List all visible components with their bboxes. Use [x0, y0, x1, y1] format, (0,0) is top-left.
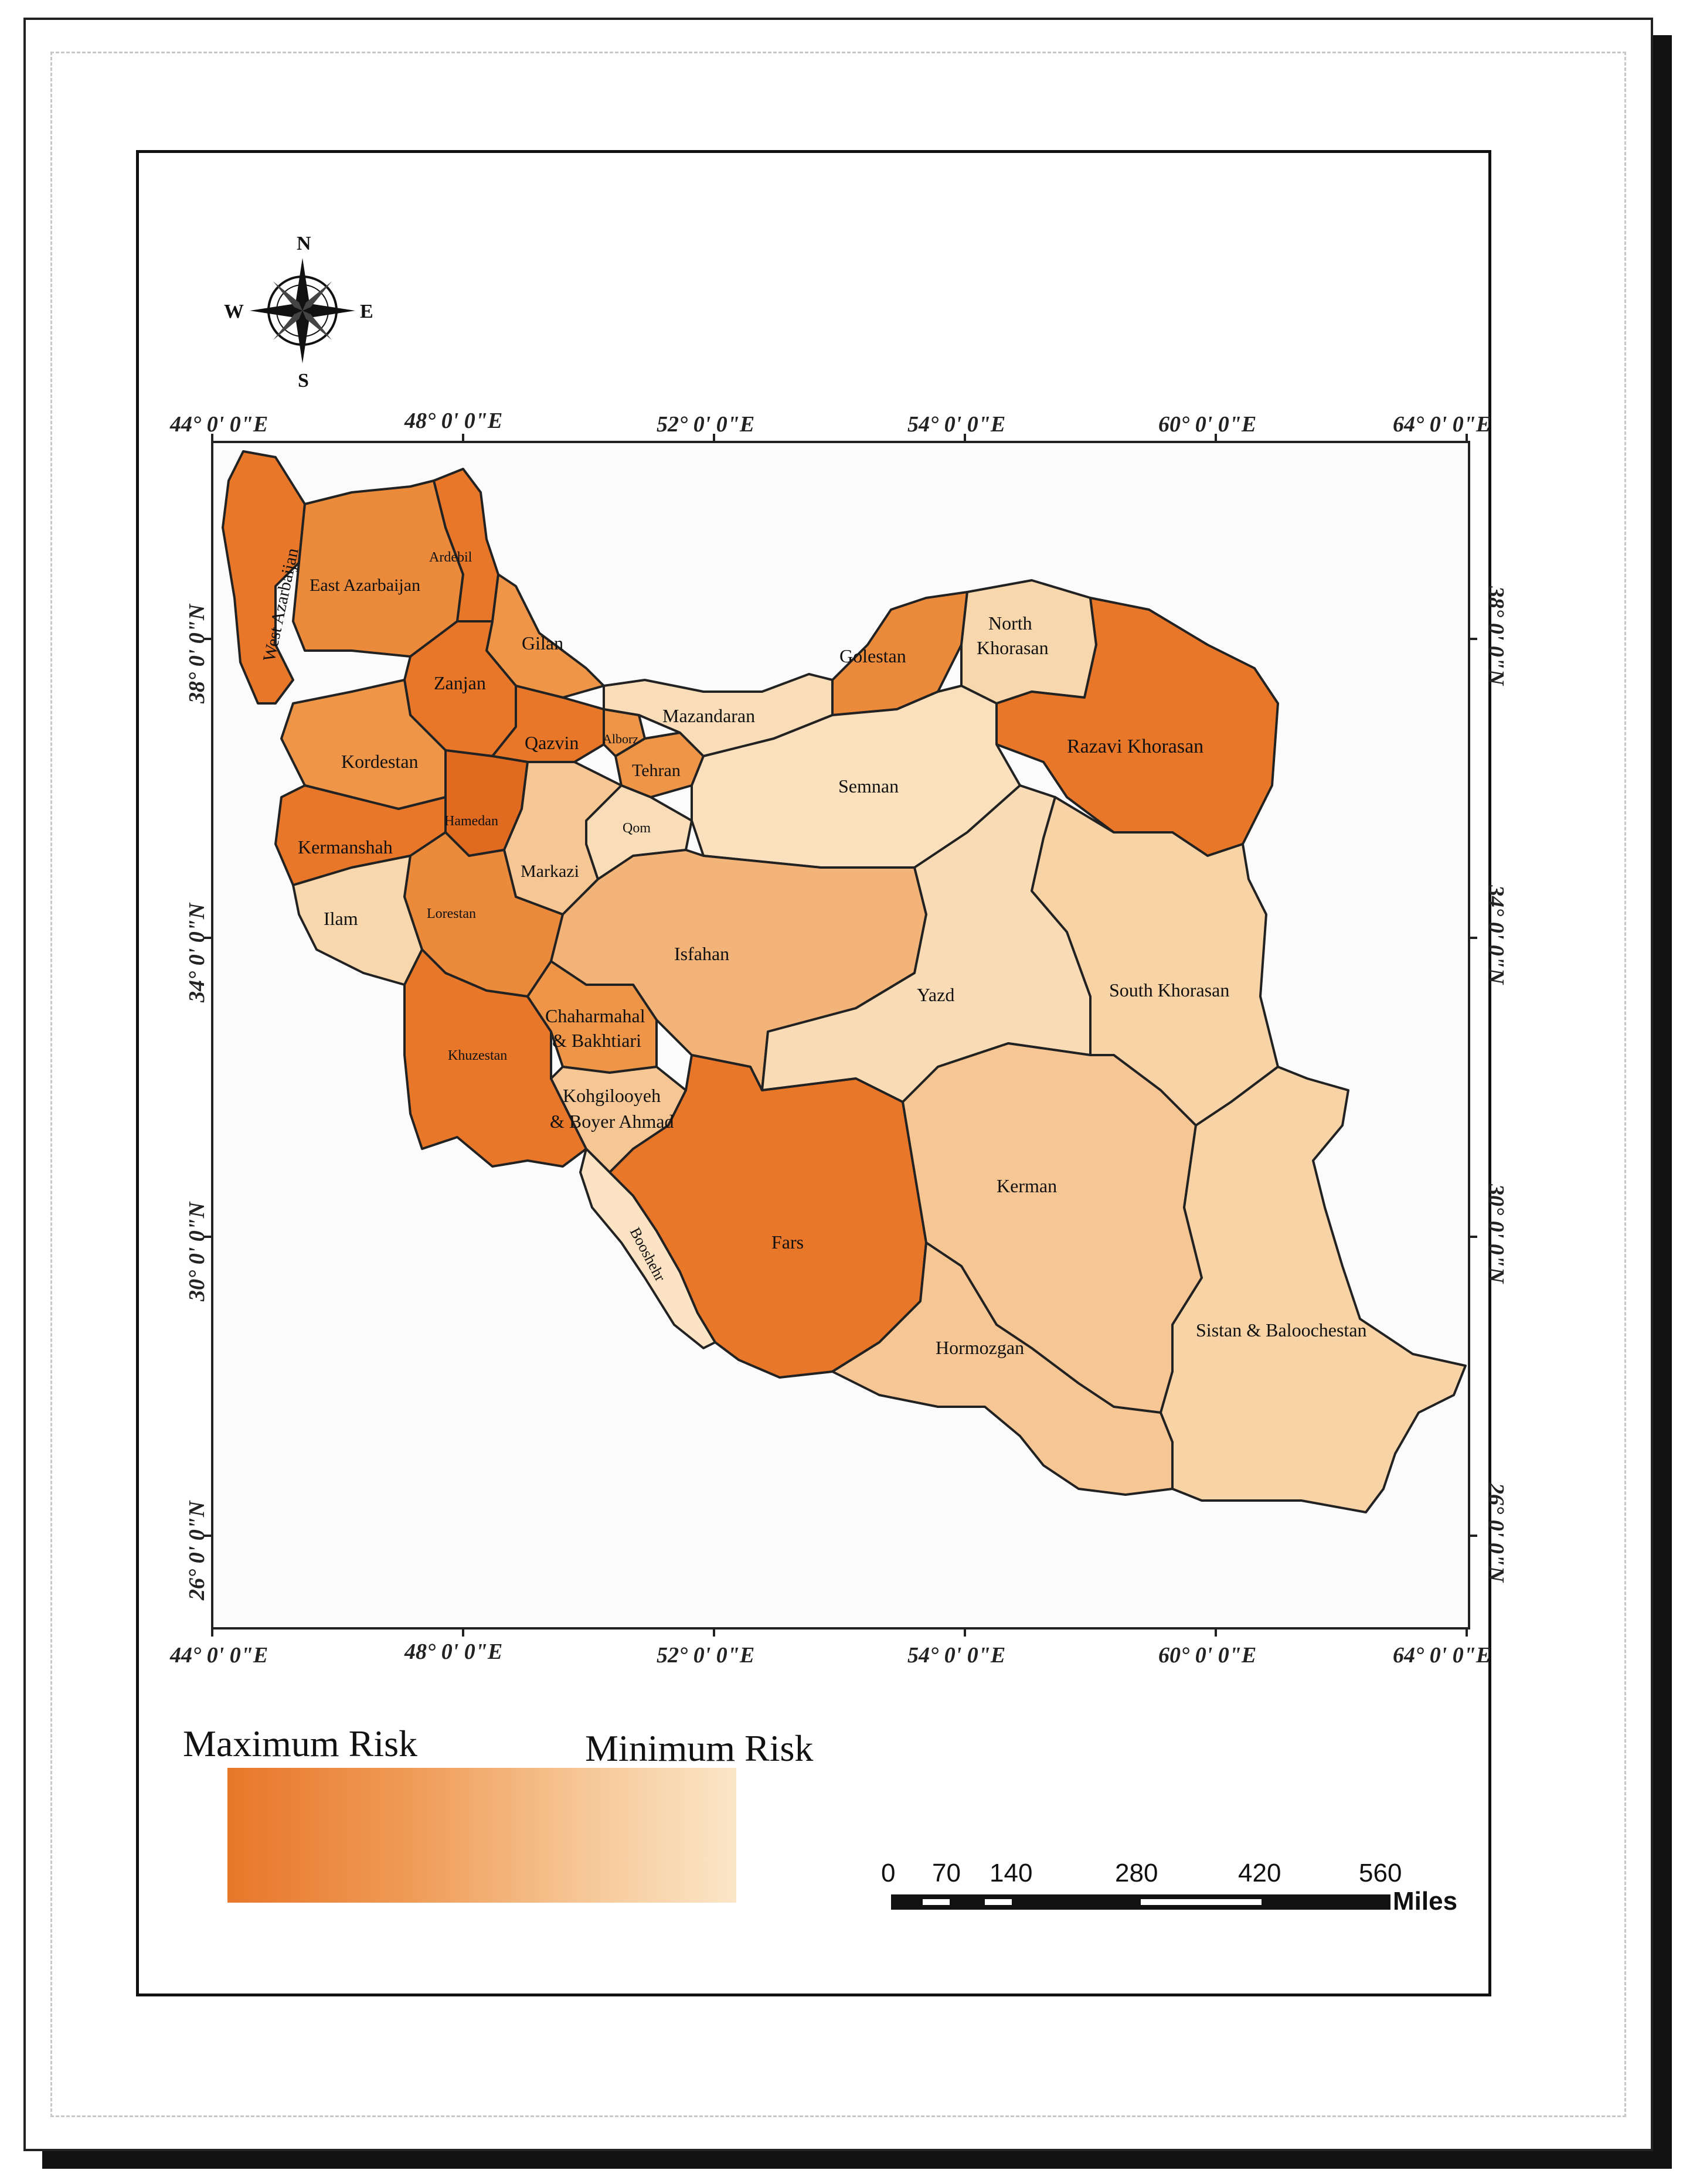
lon-label-top-6: 64° 0' 0"E: [1393, 412, 1491, 437]
label-kordestan: Kordestan: [341, 751, 419, 772]
scale-seg-1: [923, 1899, 950, 1905]
label-lorestan: Lorestan: [427, 906, 476, 921]
lon-label-top-4: 54° 0' 0"E: [907, 412, 1005, 437]
scale-label-140: 140: [990, 1859, 1032, 1887]
label-kohgiluyeh-2: & Boyer Ahmad: [550, 1111, 674, 1132]
label-tehran: Tehran: [632, 761, 681, 780]
label-chaharmahal-1: Chaharmahal: [545, 1005, 645, 1026]
label-khuzestan: Khuzestan: [448, 1048, 507, 1063]
longitude-labels-bottom: 44° 0' 0"E 48° 0' 0"E 52° 0' 0"E 54° 0' …: [169, 1639, 1491, 1668]
lon-label-top-3: 52° 0' 0"E: [657, 412, 754, 437]
compass-s: S: [298, 370, 309, 392]
label-qazvin: Qazvin: [525, 732, 579, 753]
provinces: [222, 450, 1467, 1513]
lon-label-bottom-1: 44° 0' 0"E: [169, 1643, 268, 1668]
lon-label-bottom-2: 48° 0' 0"E: [404, 1639, 502, 1664]
lat-label-right-1: 38° 0' 0"N: [1484, 586, 1508, 686]
legend: Maximum Risk Minimum Risk: [183, 1723, 813, 1903]
label-golestan: Golestan: [839, 645, 906, 666]
label-semnan: Semnan: [838, 775, 899, 797]
label-markazi: Markazi: [521, 862, 579, 881]
side-ticks: [204, 638, 1477, 1537]
province-east-azarbaijan: [292, 479, 464, 658]
lon-label-top-2: 48° 0' 0"E: [404, 409, 502, 433]
label-kermanshah: Kermanshah: [298, 836, 393, 858]
province-semnan: [691, 685, 1021, 869]
lat-label-left-4: 26° 0' 0"N: [185, 1500, 209, 1601]
lon-label-bottom-6: 64° 0' 0"E: [1393, 1643, 1491, 1668]
lon-label-bottom-3: 52° 0' 0"E: [657, 1643, 754, 1668]
label-razavi-khorasan: Razavi Khorasan: [1067, 736, 1203, 757]
scale-label-0: 0: [881, 1859, 895, 1887]
legend-gradient-bar: [227, 1768, 736, 1903]
label-hamedan: Hamedan: [444, 814, 498, 829]
scale-seg-3: [1141, 1899, 1262, 1905]
scale-label-560: 560: [1359, 1859, 1402, 1887]
dotted-frame: [50, 52, 1626, 2117]
latitude-labels-right: 38° 0' 0"N 34° 0' 0"N 30° 0' 0"N 26° 0' …: [1484, 586, 1508, 1583]
label-mazandaran: Mazandaran: [662, 705, 755, 726]
label-north-khorasan-2: Khorasan: [977, 637, 1049, 658]
lat-label-left-3: 30° 0' 0"N: [185, 1201, 209, 1302]
compass-w: W: [224, 301, 244, 322]
lon-label-top-1: 44° 0' 0"E: [169, 412, 268, 437]
compass-e: E: [360, 301, 373, 322]
label-qom: Qom: [623, 821, 651, 836]
scale-label-70: 70: [932, 1859, 961, 1887]
top-ticks: [211, 434, 1468, 1637]
province-khuzestan: [403, 948, 587, 1168]
label-kerman: Kerman: [997, 1175, 1057, 1196]
label-isfahan: Isfahan: [674, 943, 729, 964]
lon-label-bottom-4: 54° 0' 0"E: [907, 1643, 1005, 1668]
label-north-khorasan-1: North: [988, 613, 1032, 634]
label-south-khorasan: South Khorasan: [1109, 979, 1229, 1001]
scale-label-280: 280: [1115, 1859, 1158, 1887]
label-kohgiluyeh-1: Kohgilooyeh: [563, 1085, 661, 1106]
label-hormozgan: Hormozgan: [936, 1337, 1024, 1358]
label-gilan: Gilan: [522, 632, 563, 654]
compass-rose: N S E W: [224, 233, 373, 392]
province-sistan: [1160, 1066, 1467, 1513]
lon-label-bottom-5: 60° 0' 0"E: [1158, 1643, 1256, 1668]
label-ardebil: Ardebil: [429, 550, 472, 565]
label-sistan: Sistan & Baloochestan: [1196, 1319, 1367, 1341]
scale-seg-2: [985, 1899, 1012, 1905]
compass-n: N: [297, 233, 311, 254]
label-yazd: Yazd: [917, 984, 954, 1005]
lat-label-right-3: 30° 0' 0"N: [1484, 1183, 1508, 1284]
label-zanjan: Zanjan: [434, 672, 486, 693]
legend-min-label: Minimum Risk: [585, 1727, 813, 1769]
lat-label-right-4: 26° 0' 0"N: [1484, 1482, 1508, 1583]
scale-label-420: 420: [1238, 1859, 1281, 1887]
lat-label-left-1: 38° 0' 0"N: [185, 603, 209, 704]
lat-label-left-2: 34° 0' 0"N: [185, 902, 209, 1003]
label-chaharmahal-2: & Bakhtiari: [552, 1030, 641, 1051]
scale-bar: 0 70 140 280 420 560 Miles: [881, 1859, 1457, 1916]
label-east-azarbaijan: East Azarbaijan: [310, 576, 420, 595]
legend-max-label: Maximum Risk: [183, 1723, 417, 1764]
lon-label-top-5: 60° 0' 0"E: [1158, 412, 1256, 437]
scale-unit: Miles: [1393, 1887, 1457, 1916]
lat-label-right-2: 34° 0' 0"N: [1484, 885, 1508, 985]
latitude-labels-left: 38° 0' 0"N 34° 0' 0"N 30° 0' 0"N 26° 0' …: [185, 603, 209, 1601]
label-fars: Fars: [771, 1232, 804, 1253]
longitude-labels-top: 44° 0' 0"E 48° 0' 0"E 52° 0' 0"E 54° 0' …: [169, 409, 1491, 437]
label-alborz: Alborz: [603, 732, 638, 746]
label-ilam: Ilam: [324, 908, 358, 929]
